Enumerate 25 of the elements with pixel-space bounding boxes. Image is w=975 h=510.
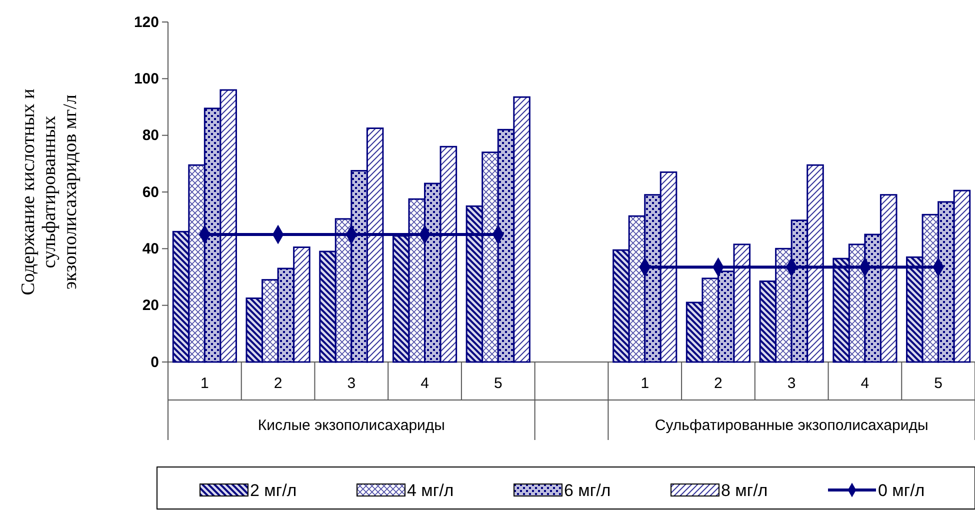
x-tick-label: 5: [934, 375, 942, 392]
y-tick-label: 40: [142, 240, 159, 258]
y-tick-label: 100: [134, 70, 159, 88]
y-axis-title: Содержание кислотных и сульфатированных экзополисахаридов мг/л: [18, 88, 81, 296]
x-tick-label: 1: [640, 375, 650, 392]
text: Кислые экзополисахариды: [258, 417, 445, 434]
x-tick-label: 1: [200, 375, 209, 392]
x-tick-label: 5: [494, 375, 502, 392]
x-tick-label: 4: [860, 375, 870, 392]
y-tick-label: 80: [142, 127, 159, 144]
x-tick-label: 2: [714, 375, 722, 392]
x-tick-label: 3: [787, 375, 796, 392]
legend-label: 6 мг/л: [564, 481, 611, 500]
legend-label: 2 мг/л: [250, 481, 297, 500]
x-tick-label: 4: [420, 375, 429, 392]
y-tick-label: 120: [134, 14, 159, 31]
legend-label: 4 мг/л: [407, 481, 454, 500]
y-tick-label: 20: [142, 297, 159, 314]
x-tick-label: 3: [347, 375, 356, 392]
text: Сульфатированные экзополисахариды: [654, 417, 928, 434]
y-tick-label: 0: [150, 354, 159, 371]
legend-label: 8 мг/л: [721, 481, 768, 500]
legend-label: 0 мг/л: [878, 481, 925, 500]
y-tick-label: 60: [142, 184, 159, 201]
x-tick-label: 2: [274, 375, 282, 392]
